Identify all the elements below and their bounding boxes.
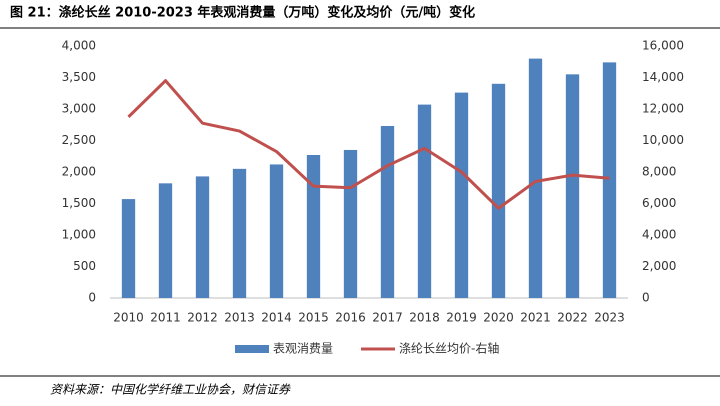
x-tick-label: 2021 (520, 311, 551, 325)
chart-title: 图 21：涤纶长丝 2010-2023 年表观消费量（万吨）变化及均价（元/吨）… (10, 5, 475, 21)
x-tick-label: 2020 (483, 311, 514, 325)
y-tick-label: 500 (73, 259, 96, 273)
bar (306, 154, 321, 298)
bar (454, 92, 469, 299)
y2-tick-label: 14,000 (642, 70, 684, 84)
y-tick-label: 1,000 (62, 228, 96, 242)
y2-tick-label: 10,000 (642, 133, 684, 147)
y2-tick-label: 4,000 (642, 228, 676, 242)
bar (528, 58, 543, 298)
y2-tick-label: 12,000 (642, 102, 684, 116)
y2-tick-label: 6,000 (642, 196, 676, 210)
y-tick-label: 2,000 (62, 165, 96, 179)
x-tick-label: 2018 (409, 311, 440, 325)
bar (602, 62, 617, 298)
y2-tick-label: 8,000 (642, 165, 676, 179)
bar (158, 183, 173, 298)
y-tick-label: 1,500 (62, 196, 96, 210)
bar (380, 126, 395, 298)
x-tick-label: 2012 (187, 311, 218, 325)
y-tick-label: 2,500 (62, 133, 96, 147)
y-tick-label: 3,000 (62, 102, 96, 116)
y2-tick-label: 2,000 (642, 259, 676, 273)
x-tick-label: 2023 (594, 311, 625, 325)
bar (232, 168, 247, 298)
x-tick-label: 2013 (224, 311, 255, 325)
y-tick-label: 4,000 (62, 39, 96, 53)
legend-label: 涤纶长丝均价-右轴 (399, 341, 499, 356)
y-tick-label: 0 (88, 291, 96, 305)
legend-swatch (235, 345, 269, 353)
source: 资料来源：中国化学纤维工业协会，财信证券 (50, 383, 291, 397)
y2-tick-label: 0 (642, 291, 650, 305)
x-tick-label: 2011 (150, 311, 181, 325)
bar (491, 83, 506, 298)
x-tick-label: 2015 (298, 311, 329, 325)
x-tick-label: 2014 (261, 311, 292, 325)
y2-tick-label: 16,000 (642, 39, 684, 53)
bar (417, 104, 432, 298)
x-tick-label: 2010 (113, 311, 144, 325)
x-tick-label: 2022 (557, 311, 588, 325)
x-tick-label: 2019 (446, 311, 477, 325)
legend-label: 表观消费量 (273, 342, 333, 356)
line (127, 79, 610, 210)
bar (565, 74, 580, 298)
bar (269, 164, 284, 298)
x-tick-label: 2016 (335, 311, 366, 325)
bar (343, 149, 358, 298)
bar (121, 199, 136, 298)
bar (195, 176, 210, 298)
x-tick-label: 2017 (372, 311, 403, 325)
y-tick-label: 3,500 (62, 70, 96, 84)
